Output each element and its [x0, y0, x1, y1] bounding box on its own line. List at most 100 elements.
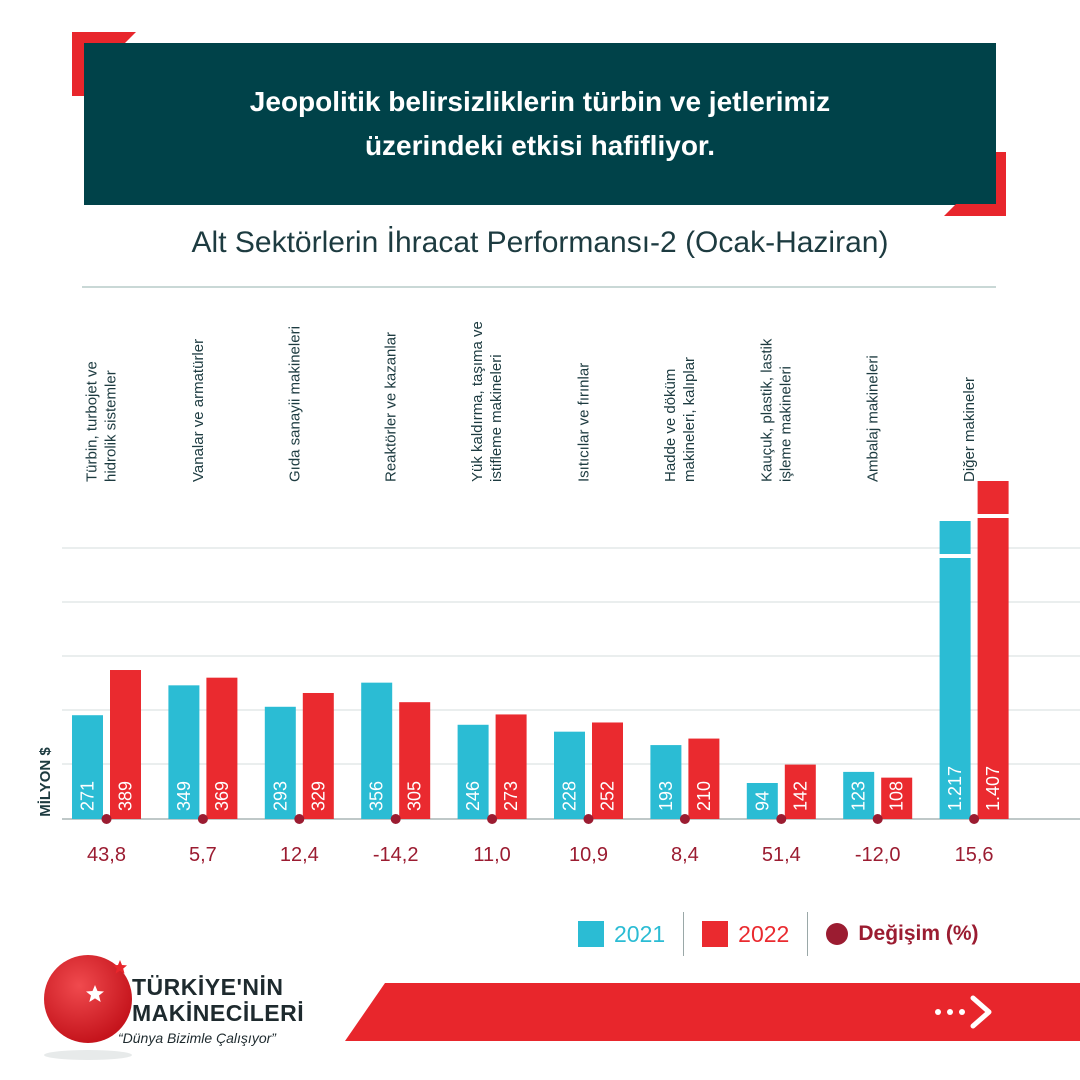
legend-item-2021: 2021	[578, 921, 665, 948]
change-value: 43,8	[87, 844, 126, 866]
change-value: 51,4	[762, 844, 801, 866]
legend-swatch-2021	[578, 921, 604, 947]
banner-corner-bottom-right	[944, 152, 1006, 216]
category-label-line: Reaktörler ve kazanlar	[383, 332, 400, 482]
data-label-2022: 273	[501, 781, 521, 811]
category-label: Kauçuk, plastik, lastik işleme makineleri	[758, 338, 794, 482]
category-label-line: Gıda sanayii makineleri	[286, 326, 303, 482]
data-label-2022: 108	[887, 781, 907, 811]
bar-2022	[688, 738, 720, 819]
legend-item-change: Değişim (%)	[826, 922, 979, 946]
axis-break-gap	[976, 514, 1010, 518]
category-label-line: işleme makineleri	[777, 366, 794, 482]
star-icon	[86, 985, 104, 1002]
category-label: Diğer makineler	[961, 377, 978, 482]
data-label-2022: 389	[116, 781, 136, 811]
legend-separator	[683, 912, 685, 956]
change-value: 12,4	[280, 844, 319, 866]
data-label-2022: 142	[790, 781, 810, 811]
category-label-line: Kauçuk, plastik, lastik	[758, 338, 775, 482]
bar-2021	[168, 685, 200, 819]
next-page-bar[interactable]	[345, 983, 1080, 1041]
change-dot	[969, 814, 980, 824]
header-banner: Jeopolitik belirsizliklerin türbin ve je…	[84, 43, 996, 205]
bar-2022	[881, 777, 913, 819]
legend-swatch-2022	[702, 921, 729, 947]
bar-2021	[554, 731, 585, 819]
bar-2022	[977, 481, 1009, 819]
chevron-right-icon	[970, 995, 992, 1029]
category-label: Reaktörler ve kazanlar	[383, 332, 400, 482]
data-label-2022: 210	[694, 781, 714, 811]
brand-slogan: “Dünya Bizimle Çalışıyor”	[118, 1030, 276, 1046]
bar-2021	[939, 521, 971, 819]
legend-label-change: Değişim (%)	[858, 922, 979, 945]
change-value: 11,0	[473, 844, 510, 866]
header-title-line1: Jeopolitik belirsizliklerin türbin ve je…	[249, 86, 831, 117]
data-label-2021: 246	[463, 781, 483, 811]
change-dot	[776, 814, 787, 824]
category-label-line: Ambalaj makineleri	[865, 355, 882, 482]
chart-title: Alt Sektörlerin İhracat Performansı-2 (O…	[191, 226, 889, 259]
bar-2022	[784, 764, 816, 819]
data-label-2022: 369	[212, 781, 232, 811]
bar-2021	[457, 724, 489, 819]
data-label-2022: 329	[308, 781, 328, 811]
bar-2021	[264, 706, 296, 819]
bar-2022	[399, 702, 431, 819]
category-label-line: Türbin, turbojet ve	[84, 361, 101, 482]
change-dot	[197, 814, 208, 824]
bar-2022	[206, 677, 238, 819]
category-label-line: Vanalar ve armatürler	[190, 339, 207, 482]
change-dot	[872, 814, 883, 824]
change-dot	[487, 814, 498, 824]
change-value: 10,9	[569, 844, 608, 866]
banner-corner-top-left	[72, 32, 136, 96]
data-label-2021: 1.217	[945, 766, 965, 811]
category-label-line: hidrolik sistemler	[103, 370, 120, 482]
change-dot	[390, 814, 401, 824]
y-axis-label: MİLYON $	[37, 747, 54, 817]
change-dot	[583, 814, 594, 824]
bar-2022	[495, 714, 527, 819]
category-label: Yük kaldırma, taşıma ve istifleme makinel…	[469, 321, 505, 482]
change-value: -14,2	[373, 844, 419, 866]
data-label-2021: 271	[78, 781, 98, 811]
legend-label-2021: 2021	[614, 920, 666, 947]
change-value: 15,6	[955, 844, 994, 866]
category-label-line: Isıtıcılar ve fırınlar	[576, 363, 593, 482]
legend-separator	[807, 912, 809, 956]
axis-break-gap	[938, 554, 972, 558]
legend: 2021 2022 Değişim (%)	[578, 912, 979, 956]
category-label-line: Diğer makineler	[961, 377, 978, 482]
category-label-line: makineleri, kalıplar	[681, 357, 698, 482]
data-label-2021: 193	[656, 781, 676, 811]
data-label-2022: 305	[405, 781, 425, 811]
data-label-2021: 293	[270, 781, 290, 811]
data-label-2021: 349	[174, 781, 194, 811]
category-label-line: Yük kaldırma, taşıma ve	[469, 321, 486, 482]
bar-2022	[592, 722, 623, 819]
change-dot	[679, 814, 690, 824]
category-label-line: istifleme makineleri	[488, 354, 505, 482]
brand-name-line1: TÜRKİYE'NİN	[132, 974, 284, 1000]
legend-dot-change	[826, 923, 849, 945]
turkiye-makinecileri-logo	[44, 955, 132, 1060]
brand-name-line2: MAKİNECİLERİ	[132, 1000, 305, 1026]
bar-2022	[302, 692, 334, 819]
bar-2021	[650, 745, 682, 819]
header-title-line2: üzerindeki etkisi hafifliyor.	[364, 130, 716, 161]
change-value: 8,4	[671, 844, 699, 866]
bar-2021	[72, 715, 103, 819]
legend-label-2022: 2022	[738, 920, 790, 947]
change-value: -12,0	[855, 844, 901, 866]
category-label-line: Hadde ve döküm	[662, 369, 679, 482]
bar-chart: MİLYON $ Türbin, turbojet ve hidrolik sist…	[37, 321, 1080, 866]
category-label: Hadde ve döküm makineleri, kalıplar	[662, 357, 698, 482]
data-label-2021: 123	[849, 781, 869, 811]
category-label: Ambalaj makineleri	[865, 355, 882, 482]
data-label-2022: 252	[598, 781, 618, 811]
change-value: 5,7	[189, 844, 217, 866]
change-dot	[294, 814, 305, 824]
change-dot	[101, 814, 112, 824]
